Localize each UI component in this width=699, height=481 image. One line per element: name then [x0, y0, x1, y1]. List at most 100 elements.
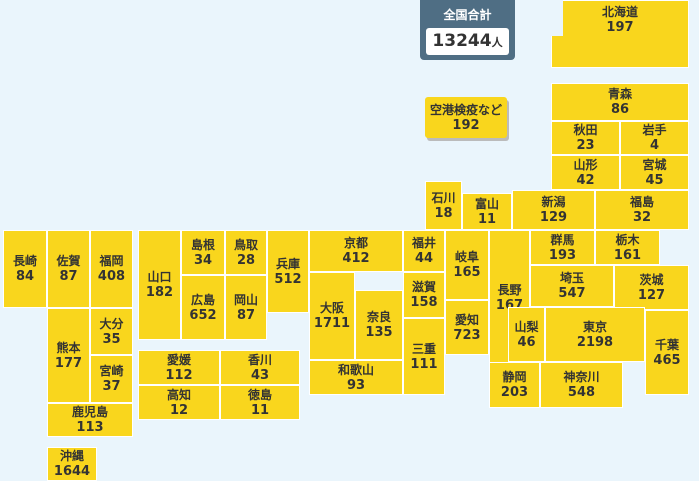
- prefecture-tile: 沖縄 1644: [47, 447, 97, 481]
- prefecture-tile: 青森 86: [551, 83, 689, 121]
- tile-value: 111: [410, 356, 438, 372]
- tile-value: 93: [346, 377, 366, 393]
- tile-name: 長崎: [12, 254, 37, 268]
- tile-value: 84: [15, 269, 35, 284]
- prefecture-tile: 三重 111: [403, 318, 445, 395]
- prefecture-tile: 滋賀 158: [403, 272, 445, 318]
- tile-value: 11: [477, 211, 497, 227]
- tile-name: 佐賀: [56, 254, 81, 268]
- prefecture-tile: 熊本 177: [47, 308, 90, 403]
- total-box: 13244人: [426, 28, 509, 55]
- tile-name: 宮崎: [99, 364, 124, 378]
- tile-value: 135: [365, 325, 393, 340]
- tile-value: 23: [576, 138, 595, 153]
- prefecture-tile: 茨城 127: [614, 265, 689, 310]
- tile-name: 群馬: [550, 232, 575, 247]
- tile-value: 35: [102, 331, 121, 347]
- tile-value: 43: [250, 367, 270, 383]
- prefecture-tile: 山口 182: [138, 230, 181, 340]
- tile-value: 161: [613, 247, 642, 263]
- tile-name: 滋賀: [411, 280, 436, 294]
- tile-value: 723: [453, 327, 481, 343]
- tile-name: 岡山: [233, 292, 258, 307]
- prefecture-tile: 福井 44: [403, 230, 445, 272]
- prefecture-tile: 神奈川 548: [540, 362, 623, 408]
- prefecture-tile: 宮崎 37: [90, 355, 133, 403]
- prefecture-tile: 愛知 723: [445, 300, 489, 355]
- prefecture-tile: 徳島 11: [220, 385, 300, 420]
- prefecture-tile: 群馬 193: [530, 230, 595, 265]
- tile-name: 富山: [474, 196, 499, 211]
- prefecture-tile: 鹿児島 113: [47, 403, 133, 437]
- prefecture-tile: 新潟 129: [512, 190, 595, 230]
- prefecture-tile: 岩手 4: [620, 121, 689, 155]
- prefecture-tile: 静岡 203: [489, 362, 540, 408]
- prefecture-tile: 東京 2198: [545, 307, 645, 362]
- tile-name: 奈良: [366, 310, 391, 324]
- prefecture-tile: 和歌山 93: [309, 360, 403, 395]
- tile-name: 福島: [629, 195, 654, 209]
- tile-name: 神奈川: [563, 370, 600, 384]
- tile-value: 129: [539, 210, 568, 225]
- prefecture-tile: 奈良 135: [355, 290, 403, 360]
- prefecture-tile: 広島 652: [181, 275, 225, 340]
- tile-value: 42: [576, 172, 595, 188]
- tile-name: 茨城: [639, 272, 664, 287]
- tile-name: 栃木: [615, 232, 640, 247]
- tile-value: 127: [637, 287, 666, 303]
- total-unit: 人: [491, 36, 503, 49]
- total-label: 全国合計: [443, 8, 492, 22]
- tile-name: 鳥取: [233, 237, 258, 252]
- tile-name: 静岡: [502, 370, 527, 384]
- prefecture-tile: 福島 32: [595, 190, 689, 230]
- tile-name: 大阪: [319, 301, 344, 315]
- prefecture-tile: 愛媛 112: [138, 350, 220, 385]
- tile-value: 1644: [53, 464, 91, 479]
- tile-value: 113: [76, 420, 104, 435]
- prefecture-tile: 長崎 84: [3, 230, 47, 308]
- tile-name: 石川: [431, 190, 456, 205]
- tile-value: 158: [410, 295, 438, 310]
- prefecture-tile: 島根 34: [181, 230, 225, 275]
- tile-name: 青森: [607, 87, 632, 101]
- prefecture-tile: 高知 12: [138, 385, 220, 420]
- tile-value: 11: [250, 402, 270, 418]
- prefecture-tile: 秋田 23: [551, 121, 620, 155]
- tile-name: 空港検疫など: [429, 102, 502, 117]
- tile-name: 香川: [247, 352, 272, 367]
- tile-value: 87: [236, 307, 256, 323]
- tile-value: 197: [606, 20, 634, 35]
- prefecture-tile: 山形 42: [551, 155, 620, 190]
- tile-name: 山口: [147, 270, 172, 284]
- prefecture-tile: 大阪 1711: [309, 272, 355, 360]
- tile-name: 山梨: [514, 319, 539, 334]
- tile-name: 北海道: [601, 5, 638, 19]
- prefecture-tile: 岐阜 165: [445, 230, 489, 300]
- tile-value: 652: [189, 307, 217, 323]
- tile-name: 愛知: [454, 312, 479, 327]
- tile-value: 12: [169, 402, 189, 418]
- prefecture-tile: 京都 412: [309, 230, 403, 272]
- airport-tile: 空港検疫など 192: [425, 97, 507, 138]
- tile-value: 45: [645, 172, 664, 188]
- tile-value: 193: [548, 247, 577, 263]
- tile-value: 112: [165, 367, 193, 383]
- tile-value: 465: [653, 352, 681, 368]
- prefecture-tile: 大分 35: [90, 308, 133, 355]
- tile-value: 165: [453, 265, 481, 280]
- tile-name: 鹿児島: [71, 405, 108, 419]
- tile-value: 34: [193, 252, 213, 268]
- tile-name: 広島: [190, 292, 215, 307]
- tile-value: 408: [97, 269, 126, 284]
- tile-name: 秋田: [573, 123, 598, 137]
- tile-value: 547: [558, 286, 586, 301]
- tile-value: 87: [59, 269, 78, 284]
- tile-name: 沖縄: [59, 449, 84, 463]
- tile-name: 三重: [411, 341, 436, 356]
- tile-name: 埼玉: [559, 271, 584, 285]
- prefecture-tile: 香川 43: [220, 350, 300, 385]
- tile-name: 長野: [497, 282, 522, 297]
- tile-name: 徳島: [247, 387, 272, 402]
- prefecture-tile: 栃木 161: [595, 230, 660, 265]
